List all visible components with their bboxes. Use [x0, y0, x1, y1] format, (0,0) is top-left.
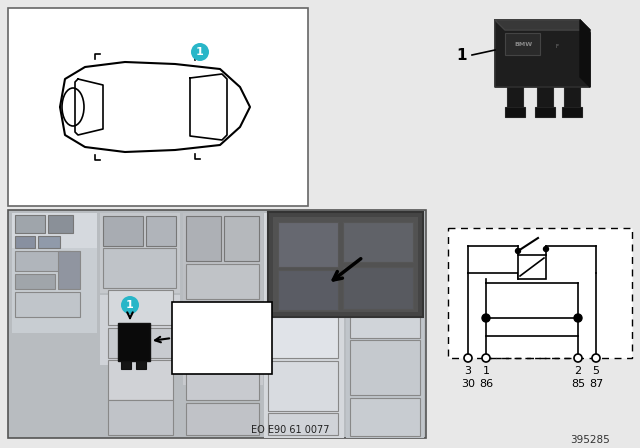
Bar: [108, 290, 173, 325]
Bar: [343, 222, 413, 262]
Text: K447: K447: [206, 312, 238, 325]
Bar: [186, 302, 259, 347]
Bar: [108, 328, 173, 358]
Bar: [505, 107, 525, 117]
Circle shape: [464, 354, 472, 362]
Circle shape: [121, 296, 139, 314]
Bar: [38, 236, 60, 248]
Text: X2664: X2664: [202, 329, 242, 342]
Polygon shape: [580, 20, 590, 87]
Bar: [448, 228, 632, 358]
Bar: [350, 340, 420, 395]
Bar: [48, 215, 73, 233]
Bar: [183, 305, 263, 385]
Bar: [8, 210, 426, 438]
Bar: [535, 107, 555, 117]
Text: 87: 87: [589, 379, 603, 389]
Bar: [564, 87, 580, 115]
Bar: [278, 222, 338, 267]
Bar: [108, 360, 173, 400]
Circle shape: [543, 246, 548, 251]
Bar: [350, 215, 420, 275]
Text: 3: 3: [465, 366, 472, 376]
Bar: [505, 33, 540, 55]
Bar: [507, 87, 523, 115]
Text: EO E90 61 0077: EO E90 61 0077: [251, 425, 329, 435]
Bar: [186, 264, 259, 299]
Bar: [486, 318, 578, 336]
Bar: [103, 248, 176, 288]
Circle shape: [592, 354, 600, 362]
Bar: [268, 413, 338, 435]
Bar: [268, 361, 338, 411]
Bar: [15, 292, 80, 317]
Text: 395285: 395285: [570, 435, 610, 445]
Bar: [268, 298, 338, 358]
Bar: [15, 215, 45, 233]
Circle shape: [191, 43, 209, 61]
Bar: [278, 270, 338, 310]
Bar: [186, 216, 221, 261]
Circle shape: [482, 354, 490, 362]
Circle shape: [482, 314, 490, 322]
Bar: [186, 350, 259, 400]
Bar: [103, 216, 143, 246]
Bar: [58, 251, 80, 289]
Bar: [183, 213, 263, 303]
Circle shape: [515, 249, 520, 254]
Bar: [224, 216, 259, 261]
Bar: [146, 216, 176, 246]
Text: 2: 2: [575, 366, 582, 376]
Bar: [12, 213, 97, 248]
Bar: [264, 213, 344, 438]
Bar: [350, 278, 420, 338]
Bar: [100, 213, 180, 293]
Bar: [121, 361, 131, 369]
Bar: [100, 295, 180, 365]
Text: X2649: X2649: [202, 346, 242, 359]
Bar: [350, 398, 420, 436]
Text: 5: 5: [593, 366, 600, 376]
Text: 1: 1: [457, 47, 467, 63]
Bar: [15, 251, 70, 271]
Bar: [172, 302, 272, 374]
Circle shape: [574, 314, 582, 322]
Bar: [346, 213, 424, 438]
Bar: [118, 323, 150, 361]
Bar: [562, 107, 582, 117]
Bar: [15, 236, 35, 248]
Text: F: F: [556, 44, 559, 49]
Polygon shape: [495, 20, 590, 87]
Text: 86: 86: [479, 379, 493, 389]
Bar: [15, 274, 55, 289]
Bar: [8, 8, 308, 206]
Text: BMW: BMW: [514, 42, 532, 47]
Bar: [136, 361, 146, 369]
Text: 30: 30: [461, 379, 475, 389]
Bar: [537, 87, 553, 115]
Text: 1: 1: [196, 47, 204, 57]
Bar: [186, 403, 259, 435]
Bar: [343, 267, 413, 309]
Text: X34116: X34116: [198, 363, 246, 376]
Bar: [268, 212, 423, 317]
Text: 1: 1: [126, 300, 134, 310]
Bar: [273, 217, 418, 312]
Bar: [268, 215, 338, 295]
Bar: [108, 400, 173, 435]
Bar: [12, 213, 97, 333]
Bar: [518, 255, 546, 279]
Text: 85: 85: [571, 379, 585, 389]
Text: 1: 1: [483, 366, 490, 376]
Circle shape: [574, 354, 582, 362]
Polygon shape: [495, 20, 590, 30]
